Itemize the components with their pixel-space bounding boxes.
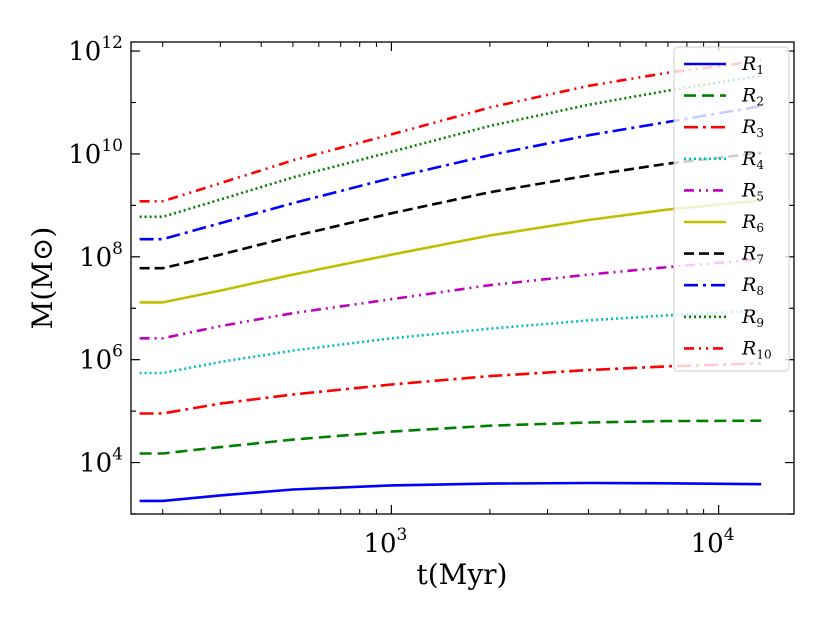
plot-lines (139, 59, 762, 503)
legend-label-r2: R2 (741, 85, 764, 109)
y-tick-label: 1012 (68, 33, 123, 67)
series-line-r8 (139, 104, 762, 241)
series-line-r7 (139, 151, 762, 270)
x-axis-label: t(Myr) (417, 558, 508, 591)
legend-label-r3: R3 (741, 116, 764, 140)
legend: R1 R2 R3 R4 R5 R6 R7 R8 R9 R10 (673, 46, 790, 372)
y-tick-label: 104 (79, 445, 123, 479)
series-line-r5 (139, 257, 762, 340)
y-tick-label: 1010 (68, 136, 123, 170)
series-line-r2 (139, 419, 762, 455)
axes-frame (130, 41, 795, 515)
legend-label-r6: R6 (741, 211, 764, 235)
x-tick-label: 103 (363, 525, 407, 559)
y-tick-label: 106 (79, 342, 123, 376)
y-tick-label: 108 (79, 239, 123, 273)
legend-box (673, 46, 790, 372)
series-line-r1 (139, 481, 762, 503)
legend-label-r4: R4 (741, 148, 764, 172)
legend-label-r1: R1 (741, 53, 764, 77)
legend-label-r9: R9 (741, 306, 764, 330)
series-line-r10 (139, 59, 762, 203)
series-line-r9 (139, 74, 762, 219)
series-line-r3 (139, 362, 762, 415)
legend-label-r8: R8 (741, 274, 764, 298)
series-line-r6 (139, 199, 762, 304)
x-ticks: 103 104 (162, 42, 735, 559)
legend-label-r10: R10 (741, 337, 772, 361)
legend-label-r5: R5 (741, 179, 764, 203)
y-axis-label: M(M⊙) (26, 227, 59, 330)
legend-label-r7: R7 (741, 243, 764, 267)
series-line-r4 (139, 309, 762, 375)
y-ticks: 104 106 108 1010 1012 (68, 33, 794, 515)
x-tick-label: 104 (691, 525, 735, 559)
